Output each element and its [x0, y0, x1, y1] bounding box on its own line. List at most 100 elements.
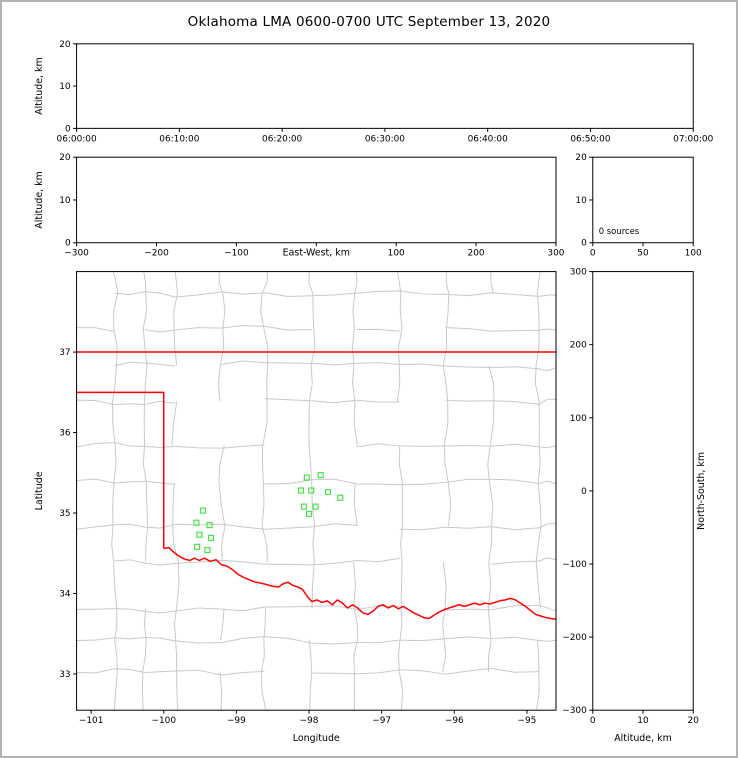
county-line — [442, 639, 447, 672]
county-line — [144, 670, 176, 673]
county-line — [539, 445, 556, 449]
county-line — [538, 480, 556, 485]
county-line — [114, 523, 146, 528]
y-tick-label: −300 — [562, 706, 587, 716]
county-line — [218, 482, 226, 527]
county-line — [114, 636, 145, 640]
axes-frame — [592, 271, 694, 711]
county-line — [488, 365, 495, 402]
county-line — [261, 445, 264, 483]
county-line — [443, 401, 449, 446]
lma-station-marker — [204, 546, 211, 554]
x-tick-label: 100 — [388, 249, 405, 259]
x-tick-label: −200 — [144, 249, 169, 259]
county-line — [538, 557, 556, 562]
county-line — [535, 328, 540, 366]
y-tick-label: 36 — [59, 429, 71, 439]
county-line — [353, 561, 356, 609]
lma-station-marker — [312, 503, 319, 510]
county-line — [356, 669, 400, 675]
county-line — [114, 639, 118, 672]
county-line — [76, 637, 115, 642]
county-line — [538, 367, 556, 372]
county-line — [176, 561, 180, 609]
county-line — [311, 605, 357, 610]
county-line — [217, 365, 221, 402]
y-tick-label: 33 — [59, 670, 70, 680]
county-line — [311, 362, 357, 366]
county-line — [221, 526, 226, 562]
county-line — [260, 293, 265, 329]
county-line — [445, 608, 492, 611]
county-line — [353, 482, 358, 527]
panel-plan-view-map: −101 −100 −99 −98 −97 −96 −95 33 34 35 36 37 Longitu… — [34, 271, 557, 744]
county-line — [536, 671, 540, 711]
county-line — [174, 271, 179, 294]
x-axis-label: Longitude — [293, 733, 340, 744]
county-line — [175, 669, 222, 676]
county-line — [538, 398, 556, 405]
county-line — [221, 636, 265, 644]
y-tick-label: 0 — [65, 239, 71, 249]
county-line — [539, 639, 556, 642]
panel-ns-vs-altitude: 0 10 20 300 200 100 0 −100 −200 −300 Altitude, km N… — [562, 268, 707, 744]
county-line — [76, 442, 115, 448]
county-line — [447, 482, 452, 527]
x-tick-label: 06:20:00 — [262, 134, 302, 144]
county-line — [113, 671, 118, 711]
county-line — [114, 608, 118, 640]
y-axis-label: Latitude — [34, 471, 45, 510]
county-line — [262, 401, 268, 446]
county-line — [442, 328, 448, 366]
county-line — [218, 271, 224, 294]
county-line — [311, 560, 357, 566]
county-line — [175, 640, 222, 644]
county-line — [311, 641, 357, 645]
county-line — [356, 483, 400, 486]
county-line — [263, 608, 267, 640]
county-line — [144, 562, 176, 566]
county-line — [221, 523, 265, 530]
county-line — [264, 605, 312, 608]
county-line — [490, 271, 494, 294]
county-line — [445, 293, 450, 329]
county-line — [112, 482, 115, 527]
panel-altitude-histogram: 0 50 100 0 10 20 0 sources — [575, 153, 702, 258]
x-tick-label: −95 — [517, 716, 536, 726]
county-line — [536, 639, 540, 672]
county-line — [310, 328, 316, 366]
x-tick-label: −96 — [445, 716, 464, 726]
county-line — [539, 294, 556, 297]
county-line — [398, 671, 404, 711]
y-tick-label: 0 — [581, 239, 587, 249]
county-line — [114, 668, 146, 673]
county-line — [261, 526, 268, 562]
county-line — [356, 639, 400, 644]
county-line — [221, 324, 265, 329]
x-axis-label: East-West, km — [283, 248, 350, 259]
county-line — [141, 671, 144, 711]
x-tick-label: −300 — [64, 249, 89, 259]
county-line — [487, 608, 492, 640]
x-tick-label: 20 — [688, 716, 700, 726]
county-line — [445, 399, 492, 402]
figure-title: Oklahoma LMA 0600-0700 UTC September 13,… — [187, 14, 551, 30]
county-line — [114, 442, 145, 448]
county-line — [399, 638, 446, 642]
county-line — [173, 608, 178, 640]
county-line — [445, 445, 492, 447]
county-line — [538, 604, 556, 612]
county-line — [445, 526, 492, 529]
county-line — [445, 636, 492, 640]
county-line — [397, 271, 402, 294]
county-line — [221, 360, 265, 365]
county-line — [487, 445, 491, 483]
axes-frame — [76, 156, 557, 244]
county-line — [534, 365, 540, 402]
lma-station-marker — [324, 489, 332, 496]
county-line — [491, 292, 540, 297]
county-line — [76, 327, 115, 333]
county-line — [114, 480, 145, 484]
y-tick-label: 0 — [65, 124, 71, 134]
y-tick-label: 200 — [570, 341, 587, 351]
